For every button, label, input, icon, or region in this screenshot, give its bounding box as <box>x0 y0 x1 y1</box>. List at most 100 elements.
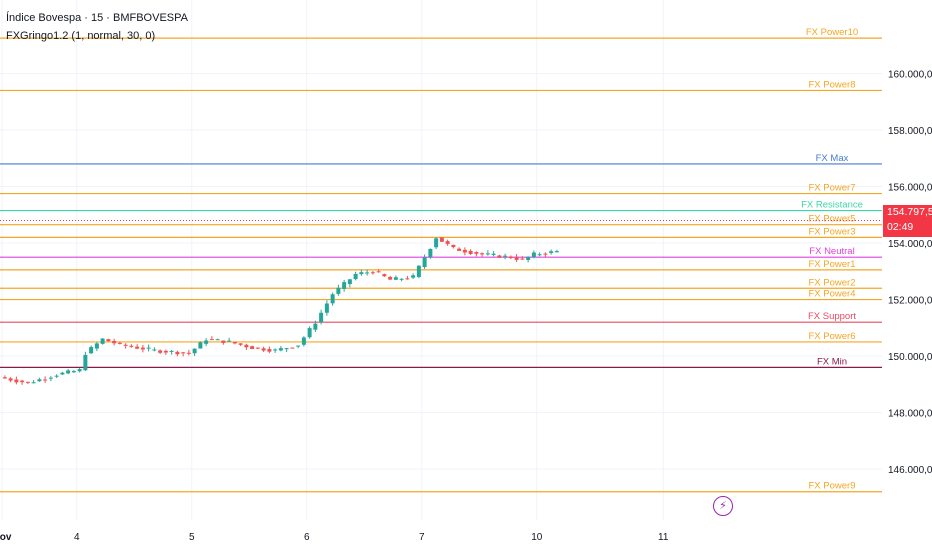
candle-body <box>89 347 94 354</box>
candle-body <box>434 238 439 248</box>
candle-body <box>393 277 398 280</box>
candle-body <box>347 279 352 285</box>
candle-body <box>549 251 554 253</box>
level-label: FX Power9 <box>809 481 856 492</box>
candle-body <box>192 348 197 354</box>
candle-body <box>290 347 295 349</box>
candle-body <box>204 340 209 344</box>
lightning-icon[interactable]: ⚡︎ <box>713 496 733 516</box>
candle-body <box>301 337 306 345</box>
level-label: FX Min <box>817 356 847 367</box>
y-tick-label: 150.000,00 <box>888 352 932 363</box>
candle-body <box>342 282 347 289</box>
candle-body <box>71 371 76 373</box>
candle-body <box>186 352 191 354</box>
candle-body <box>365 272 370 274</box>
candle-body <box>439 237 444 242</box>
candle-body <box>43 379 48 381</box>
candle-body <box>359 272 364 275</box>
candle-body <box>244 344 249 348</box>
candle-body <box>411 275 416 278</box>
candle-body <box>330 294 335 304</box>
candle-body <box>198 342 203 349</box>
candle-body <box>152 349 157 351</box>
candle-body <box>273 349 278 351</box>
candle-body <box>181 352 186 354</box>
candle-body <box>313 323 318 330</box>
bar-countdown: 02:49 <box>887 221 914 233</box>
candle-body <box>209 339 214 341</box>
x-tick-label: 5 <box>189 532 195 543</box>
candle-body <box>25 381 30 383</box>
y-tick-label: 152.000,00 <box>888 296 932 307</box>
x-tick-label: 10 <box>531 532 543 543</box>
candle-body <box>497 255 502 258</box>
candle-body <box>255 347 260 349</box>
candle-body <box>54 375 59 377</box>
candle-body <box>370 272 375 274</box>
level-label: FX Power8 <box>809 79 856 90</box>
candle-body <box>468 250 473 254</box>
candle-body <box>60 372 65 375</box>
y-tick-label: 148.000,00 <box>888 409 932 420</box>
x-tick-label: 7 <box>419 532 425 543</box>
x-tick-label: 4 <box>74 532 80 543</box>
candle-body <box>66 370 71 374</box>
candle-body <box>123 344 128 346</box>
candle-body <box>399 278 404 280</box>
candle-body <box>531 252 536 258</box>
candle-body <box>382 274 387 277</box>
candle-body <box>508 256 513 259</box>
candle-body <box>278 348 283 351</box>
last-price-value: 154.797,58 <box>887 206 932 218</box>
candle-body <box>405 278 410 280</box>
candle-body <box>112 341 117 344</box>
candle-body <box>526 256 531 260</box>
candle-body <box>77 369 82 372</box>
last-price-tag: 154.797,58 02:49 <box>883 205 932 237</box>
candle-body <box>457 248 462 251</box>
candle-body <box>48 377 53 379</box>
level-label: FX Power2 <box>809 277 856 288</box>
candle-body <box>31 382 36 384</box>
candle-body <box>158 350 163 353</box>
candle-body <box>8 378 13 381</box>
level-label: FX Power3 <box>809 226 856 237</box>
candle-body <box>451 244 456 248</box>
y-tick-label: 156.000,00 <box>888 183 932 194</box>
candle-body <box>267 349 272 352</box>
candle-body <box>445 241 450 244</box>
level-label: FX Neutral <box>809 246 854 257</box>
candle-body <box>14 379 19 383</box>
candle-body <box>503 255 508 257</box>
y-tick-label: 154.000,00 <box>888 239 932 250</box>
candle-body <box>221 340 226 343</box>
candle-body <box>106 339 111 342</box>
symbol-title[interactable]: Índice Bovespa · 15 · BMFBOVESPA <box>6 12 188 24</box>
candle-body <box>480 253 485 255</box>
candle-body <box>129 345 134 347</box>
candle-body <box>296 345 301 347</box>
candle-body <box>2 377 7 379</box>
candle-body <box>140 347 145 350</box>
candle-body <box>37 379 42 382</box>
candle-body <box>376 271 381 273</box>
candle-body <box>428 248 433 258</box>
indicator-label[interactable]: FXGringo1.2 (1, normal, 30, 0) <box>6 30 156 42</box>
candle-body <box>238 343 243 345</box>
candle-body <box>353 273 358 280</box>
candle-body <box>94 343 99 349</box>
candle-body <box>388 276 393 280</box>
level-label: FX Power10 <box>806 27 858 38</box>
candle-body <box>146 347 151 349</box>
candle-body <box>474 252 479 254</box>
x-tick-label: 11 <box>658 532 669 543</box>
candle-body <box>491 253 496 255</box>
candle-body <box>100 338 105 344</box>
level-label: FX Resistance <box>801 200 863 211</box>
candle-body <box>307 328 312 338</box>
candle-body <box>163 350 168 353</box>
candle-body <box>485 253 490 255</box>
candle-body <box>232 341 237 344</box>
